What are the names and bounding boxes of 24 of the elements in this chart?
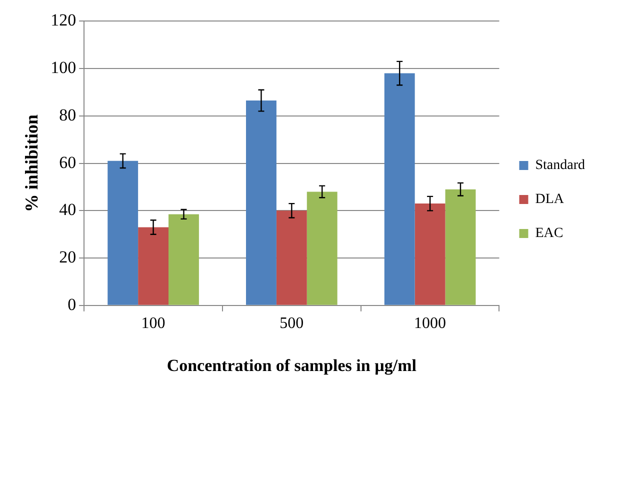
y-tick-label: 100 [50, 58, 76, 78]
bar [108, 160, 138, 305]
y-tick-label: 120 [50, 10, 76, 30]
x-tick-label: 100 [141, 315, 166, 332]
bar [168, 214, 199, 305]
bar [445, 189, 476, 305]
y-tick-label: 40 [59, 200, 76, 220]
bar [276, 210, 307, 305]
y-tick-label: 80 [59, 105, 76, 124]
y-tick-label: 20 [59, 248, 76, 266]
y-tick-label: 60 [59, 152, 76, 172]
y-tick-label: 0 [68, 294, 76, 314]
x-tick-label: 500 [280, 315, 304, 332]
legend-label: EAC [535, 226, 564, 242]
x-tick-label: 1000 [414, 315, 446, 332]
bar [246, 100, 276, 305]
legend-label: Standard [535, 158, 585, 174]
legend-label: DLA [535, 192, 565, 208]
x-axis-title: Concentration of samples in µg/ml [166, 356, 417, 376]
bar [414, 204, 446, 305]
bar [138, 227, 169, 305]
bar [384, 73, 415, 305]
y-axis-title: % inhibition [21, 114, 42, 212]
bar [306, 192, 338, 305]
